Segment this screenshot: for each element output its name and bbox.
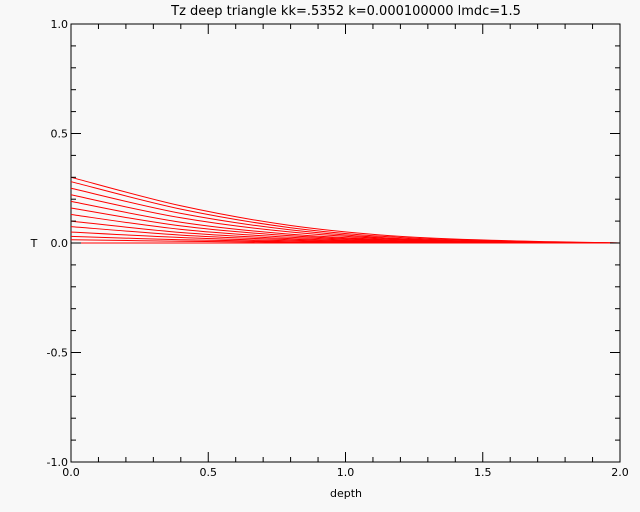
- ticks-layer: 0.0 0.5 1.0 1.5 2.0 1.0 0.5 0.0 -0.5 -1.0: [47, 18, 629, 479]
- y-axis-label: T: [30, 237, 38, 250]
- y-tick-label: 0.0: [51, 237, 69, 250]
- series-line-4: [70, 194, 621, 244]
- y-tick-label: 0.5: [51, 128, 69, 141]
- x-tick-label: 0.5: [200, 466, 218, 479]
- chart-title: Tz deep triangle kk=.5352 k=0.000100000 …: [170, 4, 521, 19]
- series-line-3: [70, 187, 621, 244]
- y-tick-label: -0.5: [47, 347, 68, 360]
- x-tick-label: 1.5: [474, 466, 492, 479]
- y-tick-label: 1.0: [51, 18, 69, 31]
- x-tick-label: 1.0: [337, 466, 355, 479]
- series-layer: [70, 176, 621, 244]
- x-tick-label: 0.0: [62, 466, 80, 479]
- x-tick-label: 2.0: [611, 466, 629, 479]
- y-tick-label: -1.0: [47, 456, 68, 469]
- x-axis-label: depth: [330, 487, 362, 500]
